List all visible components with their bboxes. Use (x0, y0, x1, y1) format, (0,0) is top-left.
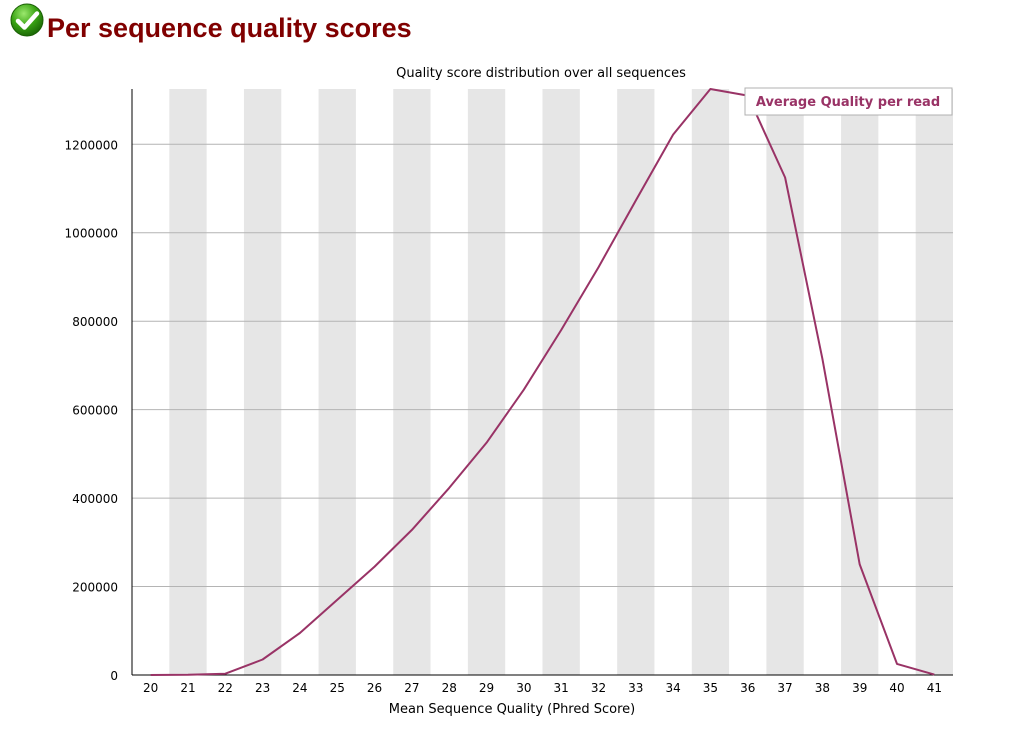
x-tick-label: 41 (927, 681, 942, 695)
x-tick-label: 20 (143, 681, 158, 695)
y-tick-labels: 0 200000 400000 600000 800000 1000000 1200000 (65, 138, 118, 683)
y-tick-label: 600000 (72, 404, 118, 418)
band (915, 89, 953, 675)
x-tick-label: 39 (852, 681, 867, 695)
y-tick-label: 1000000 (65, 227, 118, 241)
x-tick-label: 36 (740, 681, 755, 695)
x-tick-label: 31 (554, 681, 569, 695)
x-tick-label: 33 (628, 681, 643, 695)
x-tick-label: 23 (255, 681, 270, 695)
legend-box (744, 87, 953, 116)
green-check-icon (10, 3, 44, 37)
band (617, 89, 655, 675)
x-tick-label: 27 (404, 681, 419, 695)
x-tick-label: 30 (516, 681, 531, 695)
band (467, 89, 506, 675)
band (766, 89, 804, 675)
band (169, 89, 207, 675)
x-tick-label: 26 (367, 681, 382, 695)
band (243, 89, 282, 675)
band (542, 89, 580, 675)
band (841, 89, 879, 675)
y-tick-label: 1200000 (65, 138, 118, 152)
series-layer (150, 88, 935, 676)
y-tick-label: 400000 (72, 492, 118, 506)
x-tick-label: 35 (703, 681, 718, 695)
module-header: Per sequence quality scores (10, 3, 1010, 47)
x-tick-label: 21 (180, 681, 195, 695)
x-tick-labels: 20 21 22 23 24 25 26 27 28 29 30 31 32 33 34 35 36 37 38 39… (143, 681, 942, 695)
x-axis-label: Mean Sequence Quality (Phred Score) (389, 702, 635, 717)
chart-title: Quality score distribution over all sequ… (396, 66, 686, 81)
page-title: Per sequence quality scores (47, 13, 412, 43)
y-tick-label: 0 (110, 669, 118, 683)
x-tick-label: 24 (292, 681, 307, 695)
band (691, 89, 730, 675)
x-tick-label: 22 (218, 681, 233, 695)
legend-entry: Average Quality per read (756, 95, 940, 110)
grid-lines (132, 143, 953, 588)
x-tick-label: 34 (665, 681, 680, 695)
band (318, 89, 356, 675)
series-line (150, 88, 935, 676)
alternating-bands (169, 89, 953, 675)
x-tick-label: 32 (591, 681, 606, 695)
x-tick-label: 28 (442, 681, 457, 695)
y-tick-label: 800000 (72, 315, 118, 329)
x-tick-label: 25 (330, 681, 345, 695)
x-tick-label: 29 (479, 681, 494, 695)
band (393, 89, 431, 675)
x-tick-label: 38 (815, 681, 830, 695)
legend: Average Quality per read (744, 87, 953, 116)
y-tick-label: 200000 (72, 581, 118, 595)
x-tick-label: 40 (889, 681, 904, 695)
x-tick-label: 37 (777, 681, 792, 695)
